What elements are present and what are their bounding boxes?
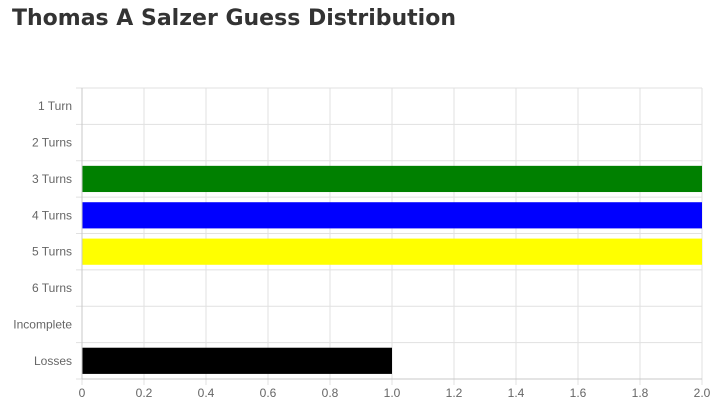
x-tick-label: 1.6 [570, 386, 587, 400]
y-tick-label: 5 Turns [32, 245, 72, 259]
bar-layer [82, 165, 702, 374]
page-title: Thomas A Salzer Guess Distribution [12, 6, 456, 31]
bar-4-turns [82, 202, 702, 229]
bar-losses [82, 347, 392, 374]
x-tick-label: 2.0 [694, 386, 711, 400]
x-tick-label: 1.8 [632, 386, 649, 400]
axis-layer [81, 88, 702, 380]
x-tick-label: 0.6 [260, 386, 277, 400]
x-tick-label: 0.2 [136, 386, 153, 400]
x-tick-label: 1.4 [508, 386, 525, 400]
x-tick-label: 1.2 [446, 386, 463, 400]
y-tick-label: 3 Turns [32, 172, 72, 186]
x-tick-label: 0.8 [322, 386, 339, 400]
y-tick-label: Incomplete [13, 317, 72, 331]
bar-3-turns [82, 165, 702, 193]
label-layer: 0 0.2 0.4 0.6 0.8 1.0 1.2 1.4 1.6 1.8 2.0 1 Turn 2 T… [13, 99, 710, 400]
y-tick-label: Losses [34, 354, 72, 368]
y-tick-label: 1 Turn [38, 99, 72, 113]
y-tick-label: 2 Turns [32, 136, 72, 150]
x-tick-label: 0 [79, 386, 86, 400]
y-tick-label: 6 Turns [32, 281, 72, 295]
y-tick-label: 4 Turns [32, 208, 72, 222]
x-tick-label: 1.0 [384, 386, 401, 400]
x-tick-label: 0.4 [198, 386, 215, 400]
grid-layer [76, 87, 703, 385]
bar-5-turns [82, 238, 702, 265]
